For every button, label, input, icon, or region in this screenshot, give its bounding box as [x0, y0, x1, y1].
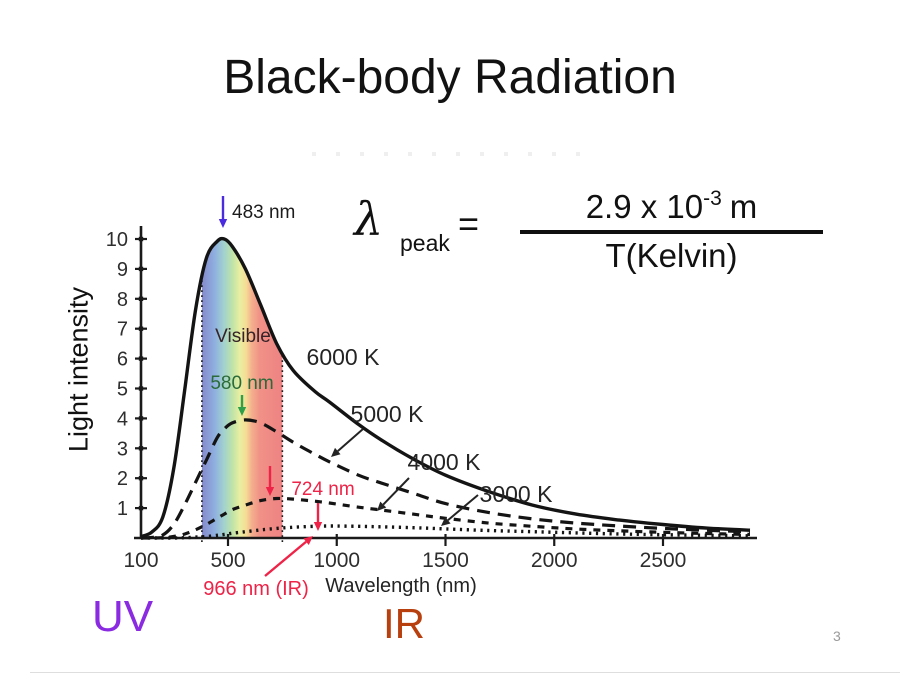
- x-axis-title: Wavelength (nm): [325, 575, 477, 597]
- y-tick-dot: [138, 416, 144, 421]
- x-tick-label: 1000: [313, 549, 360, 572]
- temp-4000-label: 4000 K: [408, 449, 482, 475]
- y-tick-dot: [138, 386, 144, 391]
- visible-spectrum-band: [201, 239, 283, 538]
- page-number: 3: [833, 628, 841, 644]
- temp-5000-arrow-shaft: [337, 428, 364, 452]
- ir-region-label: IR: [383, 600, 425, 647]
- lambda-subscript: peak: [400, 230, 450, 256]
- y-tick-dot: [138, 326, 144, 331]
- peak-966-arrow-head: [303, 536, 313, 545]
- y-tick-label: 7: [117, 319, 128, 341]
- x-tick-label: 1500: [422, 549, 469, 572]
- temp-3000-arrow: [441, 494, 479, 526]
- lambda-symbol: λ: [354, 192, 384, 246]
- peak-580-arrow-head: [237, 407, 247, 416]
- uv-region-label: UV: [92, 592, 154, 641]
- formula-numerator: 2.9 x 10-3 m: [520, 187, 823, 226]
- y-tick-dot: [138, 356, 144, 361]
- peak-724-arrow-2: [313, 503, 323, 531]
- peak-483-arrow: [218, 196, 228, 228]
- peak-483-label: 483 nm: [232, 202, 295, 223]
- y-tick-label: 6: [117, 349, 128, 371]
- temp-3000-label: 3000 K: [480, 481, 554, 507]
- peak-966-label: 966 nm (IR): [203, 578, 309, 600]
- curve-4000k: [140, 496, 751, 540]
- peak-483-arrow-head: [218, 219, 228, 228]
- y-tick-label: 4: [117, 408, 128, 430]
- fraction-bar: [520, 230, 823, 234]
- peak-580-arrow: [237, 395, 247, 416]
- temp-5000-arrow-head: [331, 447, 341, 457]
- curve-5000k: [140, 418, 751, 540]
- y-tick-dot: [138, 296, 144, 301]
- formula-denominator: T(Kelvin): [605, 237, 738, 274]
- temp-4000-arrow-shaft: [382, 477, 410, 506]
- visible-label: Visible: [215, 326, 271, 347]
- temp-3000-arrow-shaft: [447, 494, 479, 521]
- y-tick-dot: [138, 446, 144, 451]
- x-tick-label: 500: [210, 549, 245, 572]
- numerator-unit: m: [729, 188, 758, 225]
- y-tick-label: 8: [117, 289, 128, 311]
- y-tick-dot: [138, 476, 144, 481]
- temp-4000-arrow: [377, 477, 410, 511]
- x-tick-label: 100: [123, 549, 158, 572]
- numerator-base: 2.9 x 10: [585, 188, 704, 225]
- temp-5000-arrow: [331, 428, 364, 457]
- peak-724-arrow-2-head: [313, 522, 323, 531]
- peak-724-label: 724 nm: [291, 479, 354, 500]
- y-tick-label: 9: [117, 259, 128, 281]
- temp-4000-arrow-head: [377, 501, 387, 511]
- temp-3000-arrow-head: [441, 517, 451, 526]
- curve-6000k: [140, 236, 751, 539]
- y-tick-label: 10: [106, 229, 128, 251]
- temp-5000-label: 5000 K: [351, 401, 425, 427]
- x-tick-label: 2000: [531, 549, 578, 572]
- curve-3000k: [140, 524, 751, 540]
- peak-966-arrow-shaft: [264, 540, 307, 577]
- temp-6000-label: 6000 K: [307, 344, 381, 370]
- peak-724-arrow: [265, 466, 275, 496]
- y-tick-label: 5: [117, 379, 128, 401]
- page-title: Black-body Radiation: [223, 51, 677, 104]
- decorative-dotted-border: [312, 152, 598, 156]
- y-tick-dot: [138, 266, 144, 272]
- slide-bottom-border: [30, 672, 900, 673]
- peak-724-arrow-head: [265, 487, 275, 496]
- y-tick-label: 1: [117, 498, 128, 520]
- y-tick-dot: [138, 236, 144, 242]
- blackbody-radiation-chart: 1 2 3 4 5 6 7 8 9 10 100 500 1000 1500 2000 2500 483 nm V…: [106, 196, 757, 600]
- y-tick-dot: [138, 505, 144, 511]
- y-tick-label: 3: [117, 438, 128, 460]
- equals-sign: =: [458, 203, 480, 244]
- peak-966-arrow: [264, 536, 313, 577]
- x-tick-label: 2500: [640, 549, 687, 572]
- y-tick-label: 2: [117, 468, 128, 490]
- numerator-exponent: -3: [703, 187, 722, 210]
- peak-580-label: 580 nm: [210, 373, 273, 394]
